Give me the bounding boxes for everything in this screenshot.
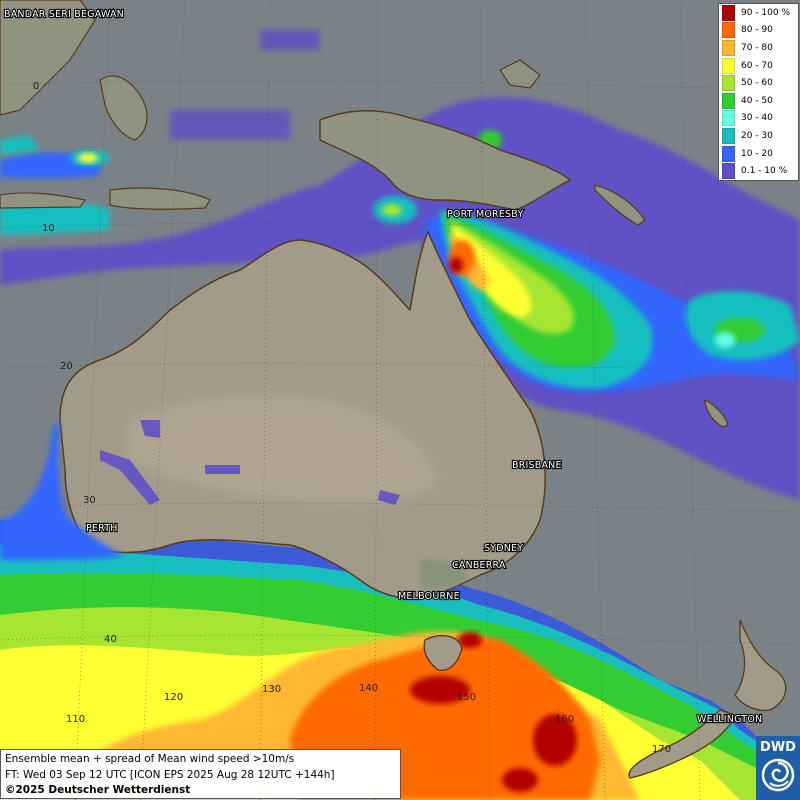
grid-label-lon-150: 150: [457, 692, 476, 703]
legend-row: 40 - 50: [719, 92, 798, 110]
legend-swatch: [722, 127, 735, 144]
legend-label: 0.1 - 10 %: [741, 166, 788, 177]
city-sydney: SYDNEY: [484, 543, 523, 554]
new-zealand-north: [734, 619, 787, 711]
grid-label-lat-30: 30: [83, 495, 96, 506]
legend-label: 30 - 40: [741, 113, 773, 124]
city-bandar-seri-begawan: BANDAR SERI BEGAWAN: [4, 9, 124, 20]
legend-label: 40 - 50: [741, 95, 773, 106]
legend-row: 80 - 90: [719, 22, 798, 40]
legend-swatch: [722, 4, 735, 21]
coral-sea-wind-field: [0, 97, 800, 500]
legend-swatch: [722, 57, 735, 74]
legend-swatch: [722, 39, 735, 56]
northern-wind-field: [0, 30, 502, 235]
grid-label-lon-130: 130: [262, 684, 281, 695]
legend-label: 70 - 80: [741, 42, 773, 53]
grid-label-lat-0: 0: [33, 81, 39, 92]
legend: 90 - 100 % 80 - 90 70 - 80 60 - 70 50 - …: [718, 3, 799, 181]
grid-label-lon-160: 160: [555, 714, 574, 725]
grid-label-lon-140: 140: [359, 683, 378, 694]
legend-row: 50 - 60: [719, 74, 798, 92]
legend-row: 30 - 40: [719, 110, 798, 128]
legend-swatch: [722, 92, 735, 109]
info-copyright: ©2025 Deutscher Wetterdienst: [5, 784, 191, 796]
legend-row: 90 - 100 %: [719, 4, 798, 22]
legend-swatch: [722, 75, 735, 92]
legend-label: 10 - 20: [741, 148, 773, 159]
tasmania: [423, 634, 463, 672]
grid-labels: 0 10 20 30 40 110 120 130 140 150 160 17…: [33, 81, 671, 755]
legend-label: 20 - 30: [741, 130, 773, 141]
northern-islands: [0, 0, 729, 428]
legend-label: 60 - 70: [741, 60, 773, 71]
legend-swatch: [722, 22, 735, 39]
legend-row: 0.1 - 10 %: [719, 162, 798, 180]
dwd-swirl-icon: [761, 758, 795, 792]
city-canberra: CANBERRA: [452, 560, 506, 571]
legend-label: 80 - 90: [741, 25, 773, 36]
legend-row: 60 - 70: [719, 57, 798, 75]
legend-row: 10 - 20: [719, 145, 798, 163]
city-melbourne: MELBOURNE: [398, 591, 460, 602]
city-labels: BANDAR SERI BEGAWAN PORT MORESBY PERTH B…: [3, 8, 763, 726]
legend-swatch: [722, 110, 735, 127]
legend-swatch: [722, 145, 735, 162]
city-brisbane: BRISBANE: [512, 460, 562, 471]
grid-label-lat-20: 20: [60, 361, 73, 372]
info-description: Ensemble mean + spread of Mean wind spee…: [5, 753, 295, 765]
info-box: Ensemble mean + spread of Mean wind spee…: [0, 749, 401, 799]
legend-row: 70 - 80: [719, 39, 798, 57]
grid-label-lat-10: 10: [42, 223, 55, 234]
dwd-logo: DWD: [756, 736, 800, 800]
grid-label-lon-120: 120: [164, 692, 183, 703]
legend-swatch: [722, 163, 735, 180]
legend-row: 20 - 30: [719, 127, 798, 145]
city-perth: PERTH: [86, 523, 118, 534]
new-guinea: [319, 110, 572, 211]
city-wellington: WELLINGTON: [697, 714, 762, 725]
grid-label-lon-110: 110: [66, 714, 85, 725]
australia-landmass: [0, 230, 546, 600]
legend-label: 90 - 100 %: [741, 7, 791, 18]
info-forecast-time: FT: Wed 03 Sep 12 UTC [ICON EPS 2025 Aug…: [5, 768, 335, 781]
legend-label: 50 - 60: [741, 78, 773, 89]
grid-label-lat-40: 40: [104, 634, 117, 645]
city-port-moresby: PORT MORESBY: [447, 209, 523, 220]
new-zealand-south: [628, 709, 736, 779]
dwd-logo-text: DWD: [760, 740, 796, 755]
grid-label-lon-170: 170: [652, 744, 671, 755]
